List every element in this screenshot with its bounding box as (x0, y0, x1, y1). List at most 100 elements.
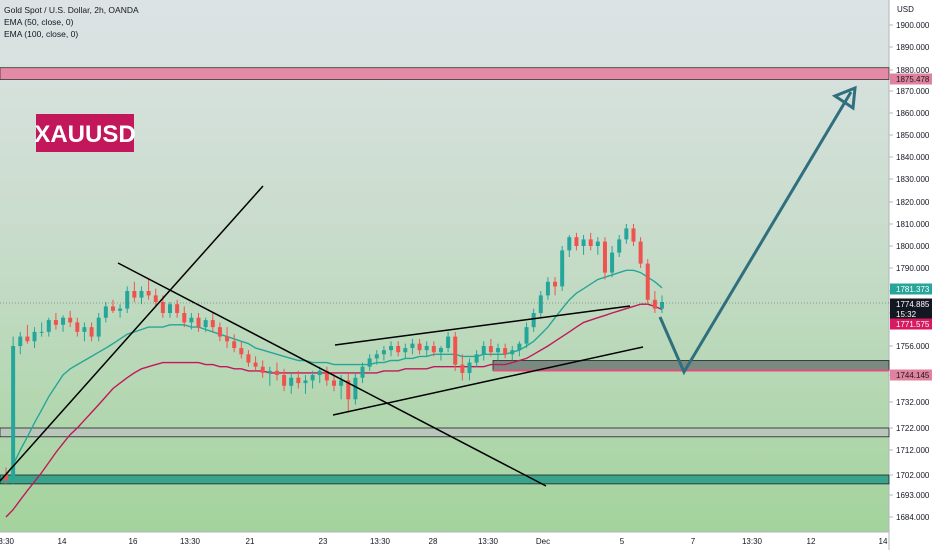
candle[interactable] (310, 370, 315, 389)
candle[interactable] (153, 288, 158, 307)
candle[interactable] (82, 322, 87, 342)
candle[interactable] (168, 302, 172, 318)
candle[interactable] (624, 224, 629, 244)
candle[interactable] (645, 259, 650, 305)
candle[interactable] (196, 313, 201, 332)
candle[interactable] (438, 346, 443, 361)
candle[interactable] (460, 354, 465, 381)
candle[interactable] (189, 313, 194, 330)
candle[interactable] (303, 375, 308, 394)
candle[interactable] (396, 341, 401, 357)
candle[interactable] (417, 338, 422, 355)
ema100-line[interactable] (5, 303, 663, 518)
candle[interactable] (638, 237, 643, 268)
candle[interactable] (103, 302, 108, 323)
candle[interactable] (660, 295, 664, 313)
candle[interactable] (531, 308, 536, 332)
candle[interactable] (139, 286, 144, 305)
candle[interactable] (225, 327, 230, 349)
candle[interactable] (367, 354, 372, 371)
candle[interactable] (510, 346, 515, 361)
candle[interactable] (431, 341, 436, 357)
candle[interactable] (574, 232, 579, 251)
candle[interactable] (282, 368, 287, 392)
candle[interactable] (503, 343, 508, 359)
candle[interactable] (239, 341, 244, 359)
candle[interactable] (89, 322, 94, 342)
candle[interactable] (146, 279, 151, 300)
legend-ema100[interactable]: EMA (100, close, 0) (4, 29, 78, 39)
candle[interactable] (110, 299, 115, 313)
channel-lower-line[interactable] (332, 346, 644, 416)
candle[interactable] (296, 370, 301, 389)
candle[interactable] (360, 362, 365, 384)
candle[interactable] (517, 341, 522, 357)
candle[interactable] (125, 286, 130, 313)
candle[interactable] (217, 322, 222, 342)
candle[interactable] (346, 372, 351, 413)
candle[interactable] (246, 350, 251, 367)
candle[interactable] (617, 235, 622, 257)
candle[interactable] (11, 336, 16, 484)
candle[interactable] (424, 341, 429, 357)
ema50-line[interactable] (5, 269, 663, 476)
projection-path[interactable] (658, 91, 853, 376)
candle[interactable] (588, 232, 593, 251)
candle[interactable] (203, 317, 208, 332)
candle[interactable] (260, 360, 265, 378)
candle[interactable] (374, 350, 379, 365)
candle[interactable] (602, 237, 607, 280)
candle[interactable] (75, 317, 80, 337)
candle[interactable] (389, 341, 394, 357)
candle[interactable] (560, 246, 565, 291)
candle[interactable] (353, 372, 358, 405)
candle[interactable] (538, 291, 543, 318)
candle[interactable] (68, 310, 73, 328)
candle[interactable] (232, 334, 237, 353)
candle[interactable] (652, 291, 657, 313)
candle[interactable] (132, 281, 137, 302)
legend-ema50[interactable]: EMA (50, close, 0) (4, 17, 74, 27)
resistance-zone[interactable] (0, 67, 890, 80)
candle[interactable] (182, 306, 187, 328)
candle[interactable] (524, 322, 529, 349)
candle[interactable] (595, 237, 600, 255)
ascending-trendline[interactable] (0, 185, 264, 482)
candle[interactable] (553, 277, 558, 296)
candle[interactable] (210, 313, 215, 332)
candle[interactable] (403, 343, 408, 359)
candle[interactable] (381, 346, 386, 361)
lower-zone-2[interactable] (0, 474, 890, 485)
candle[interactable] (53, 313, 58, 330)
candle[interactable] (581, 235, 586, 255)
candle[interactable] (488, 338, 493, 357)
descending-trendline[interactable] (117, 262, 547, 487)
candle[interactable] (118, 304, 123, 318)
candle[interactable] (274, 362, 279, 381)
candle[interactable] (317, 366, 322, 384)
candle[interactable] (567, 235, 572, 257)
candle[interactable] (289, 372, 294, 394)
candle[interactable] (481, 341, 486, 361)
candle[interactable] (267, 366, 272, 386)
candle[interactable] (545, 277, 550, 300)
candle[interactable] (61, 315, 66, 332)
candle[interactable] (46, 317, 51, 337)
candle[interactable] (610, 246, 615, 278)
candle[interactable] (253, 356, 258, 371)
candle[interactable] (474, 350, 479, 367)
candle[interactable] (446, 331, 451, 353)
candle[interactable] (453, 331, 458, 371)
candle[interactable] (32, 327, 37, 349)
candle[interactable] (96, 313, 101, 342)
candle[interactable] (496, 343, 500, 361)
candle[interactable] (39, 322, 44, 337)
candle[interactable] (410, 338, 415, 355)
candle[interactable] (467, 358, 472, 381)
candle[interactable] (324, 366, 329, 386)
candle[interactable] (18, 331, 23, 355)
candle[interactable] (4, 467, 8, 484)
candle[interactable] (25, 324, 30, 344)
channel-upper-line[interactable] (334, 305, 631, 346)
candle[interactable] (631, 224, 636, 246)
